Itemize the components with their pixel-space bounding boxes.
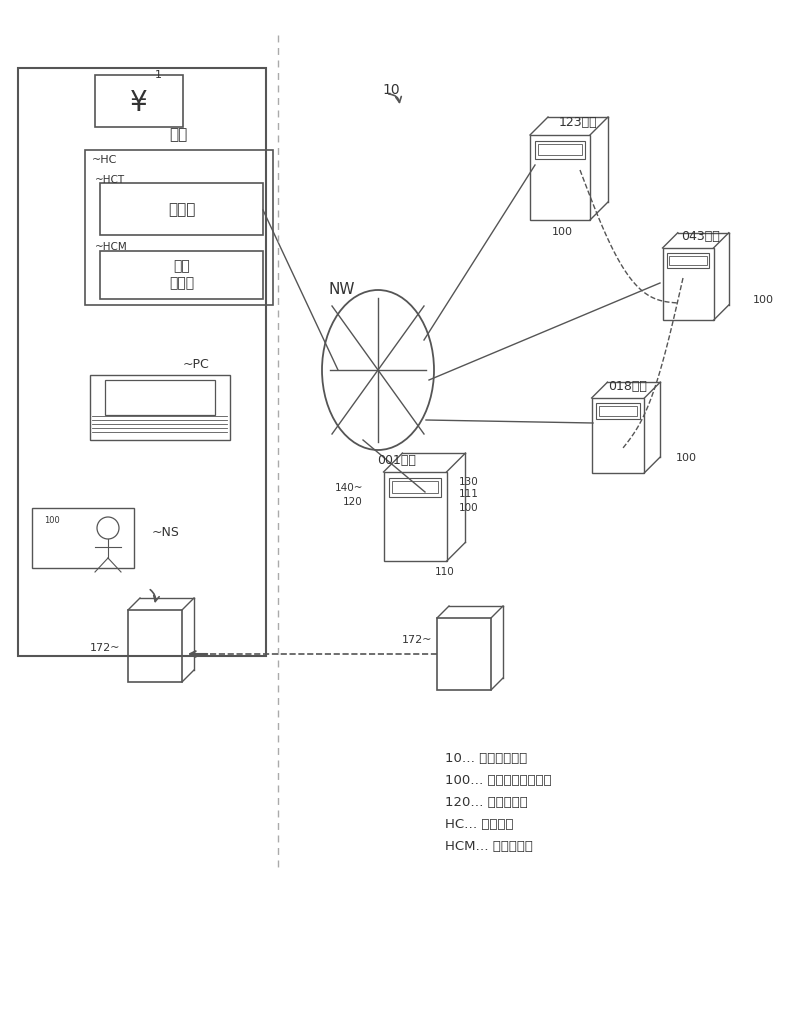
Text: 172~: 172~ <box>90 643 120 653</box>
Text: NW: NW <box>328 282 354 298</box>
Text: ~HC: ~HC <box>92 155 118 165</box>
Bar <box>670 256 706 265</box>
Text: ~PC: ~PC <box>183 358 210 372</box>
Text: 120: 120 <box>343 497 363 507</box>
Bar <box>666 253 710 268</box>
Bar <box>538 144 582 155</box>
Text: 110: 110 <box>435 567 454 577</box>
Text: 111: 111 <box>459 489 479 499</box>
Text: ~HCT: ~HCT <box>95 175 125 185</box>
Text: 100: 100 <box>552 227 573 237</box>
Text: 1: 1 <box>155 70 162 80</box>
Text: ¥: ¥ <box>130 89 148 117</box>
Text: 123分行: 123分行 <box>558 115 598 128</box>
Bar <box>598 406 638 416</box>
Text: 172~: 172~ <box>402 635 432 645</box>
Bar <box>392 482 438 493</box>
Bar <box>596 404 640 419</box>
Bar <box>105 380 215 415</box>
Text: 100: 100 <box>44 516 60 525</box>
Bar <box>592 398 645 472</box>
Bar <box>530 135 590 220</box>
Text: 043分行: 043分行 <box>681 229 719 242</box>
Text: 存储部: 存储部 <box>170 276 194 290</box>
Text: 10… 纸币交易系统: 10… 纸币交易系统 <box>445 752 527 764</box>
Text: 130: 130 <box>459 477 478 487</box>
Bar <box>383 472 446 561</box>
Bar <box>389 479 442 497</box>
Bar <box>95 75 183 127</box>
Bar <box>100 183 263 235</box>
Text: ~NS: ~NS <box>152 526 180 538</box>
Text: 001分行: 001分行 <box>378 454 417 466</box>
Bar <box>662 248 714 320</box>
Text: HCM… 数据存儲部: HCM… 数据存儲部 <box>445 839 533 852</box>
Bar <box>535 141 585 159</box>
Bar <box>90 375 230 440</box>
Bar <box>85 150 273 305</box>
Bar <box>437 618 491 690</box>
Text: 140~: 140~ <box>334 483 363 493</box>
Text: 通信部: 通信部 <box>168 202 196 218</box>
Bar <box>128 610 182 682</box>
Text: 100… 现金自动交易装置: 100… 现金自动交易装置 <box>445 773 552 787</box>
Text: ~HCM: ~HCM <box>95 242 128 252</box>
Text: 120… 显示操作部: 120… 显示操作部 <box>445 796 528 808</box>
Text: 数据: 数据 <box>174 259 190 273</box>
Text: 100: 100 <box>753 295 774 305</box>
Bar <box>18 68 266 656</box>
Bar <box>32 508 134 568</box>
Text: 100: 100 <box>676 453 697 463</box>
Text: 中心: 中心 <box>169 127 187 143</box>
Bar <box>100 251 263 299</box>
Text: 10: 10 <box>382 83 400 97</box>
Text: 100: 100 <box>459 503 478 514</box>
Text: HC… 主计算机: HC… 主计算机 <box>445 817 514 831</box>
Text: 018分行: 018分行 <box>609 380 647 392</box>
